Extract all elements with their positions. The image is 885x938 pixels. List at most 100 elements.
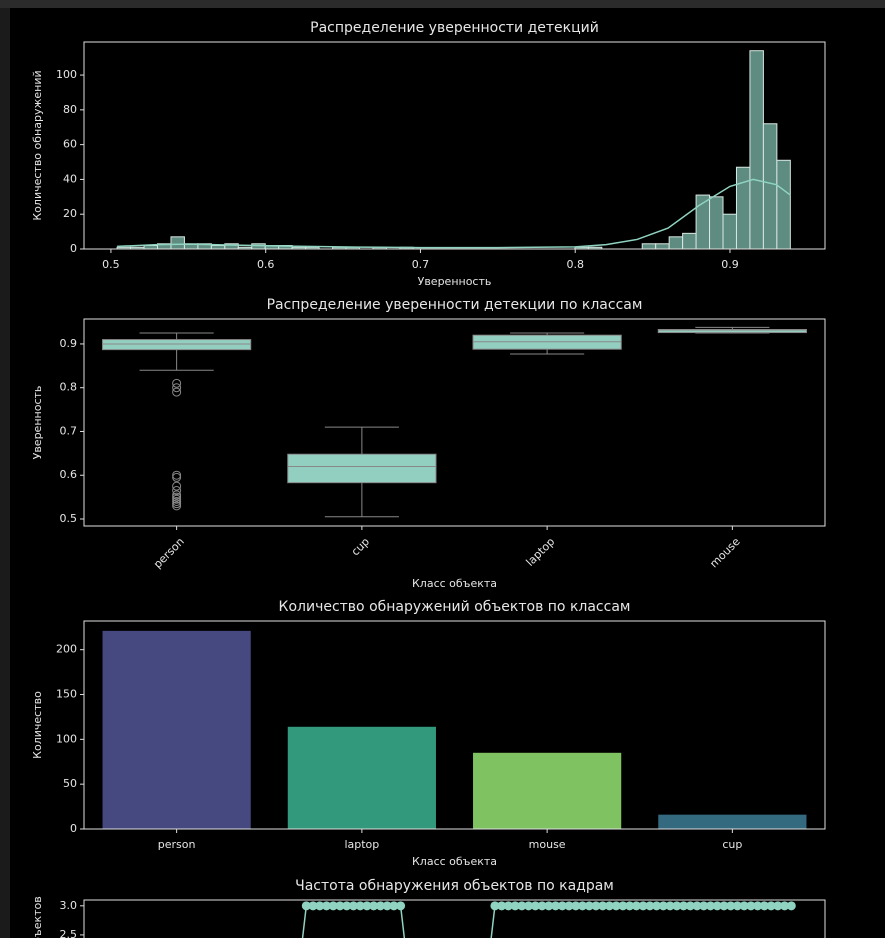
- point: [739, 901, 749, 911]
- point: [322, 901, 332, 911]
- x-tick-label: laptop: [344, 838, 379, 851]
- hist-bar: [709, 196, 724, 250]
- point: [591, 901, 601, 911]
- outlier: [172, 490, 182, 500]
- point: [699, 901, 709, 911]
- bar: [102, 630, 251, 829]
- outlier: [172, 496, 182, 506]
- x-tick-label: mouse: [529, 838, 566, 851]
- kde-line: [117, 178, 791, 249]
- y-tick-label: 20: [63, 207, 77, 220]
- y-tick-label: 150: [56, 688, 77, 701]
- bar: [658, 814, 807, 829]
- point: [362, 901, 372, 911]
- point: [598, 901, 608, 911]
- y-tick-label: 0.8: [60, 381, 78, 394]
- point: [348, 901, 358, 911]
- point: [369, 901, 379, 911]
- series-line: [301, 905, 792, 938]
- y-tick-label: 100: [56, 732, 77, 745]
- plot-frame: [83, 41, 826, 250]
- point: [625, 901, 635, 911]
- y-tick-label: 0.5: [60, 512, 78, 525]
- point: [557, 901, 567, 911]
- x-tick-label: cup: [349, 535, 372, 558]
- outlier: [172, 494, 182, 504]
- point: [645, 901, 655, 911]
- outlier: [172, 499, 182, 509]
- point: [490, 901, 500, 911]
- x-tick-label: 0.9: [721, 258, 739, 271]
- chart-title: Количество обнаружений объектов по класс…: [279, 599, 631, 615]
- y-tick-label: 0.9: [60, 337, 78, 350]
- point: [577, 901, 587, 911]
- point: [396, 901, 406, 911]
- point: [315, 901, 325, 911]
- point: [611, 901, 621, 911]
- x-tick-label: 0.6: [257, 258, 275, 271]
- outlier: [172, 472, 182, 482]
- x-tick-label: person: [151, 535, 187, 571]
- point: [497, 901, 507, 911]
- point: [584, 901, 594, 911]
- point: [726, 901, 736, 911]
- box: [287, 453, 437, 484]
- outlier: [172, 470, 182, 480]
- x-tick-label: 0.5: [102, 258, 120, 271]
- point: [712, 901, 722, 911]
- y-tick-label: 2.5: [60, 928, 78, 938]
- y-axis-label: Уверенность: [31, 386, 44, 460]
- y-axis-label: Количество объектов: [31, 896, 44, 938]
- cell-gutter: [0, 8, 10, 938]
- point: [342, 901, 352, 911]
- point: [389, 901, 399, 911]
- point: [510, 901, 520, 911]
- chart-title: Распределение уверенности детекций: [310, 20, 599, 36]
- hist-bar: [682, 232, 697, 250]
- outlier: [172, 486, 182, 496]
- bar: [473, 752, 622, 829]
- point: [335, 901, 345, 911]
- x-tick-label: 0.8: [566, 258, 584, 271]
- point: [638, 901, 648, 911]
- y-tick-label: 0.6: [60, 468, 78, 481]
- point: [665, 901, 675, 911]
- y-tick-label: 0.7: [60, 424, 78, 437]
- point: [746, 901, 756, 911]
- outlier: [172, 378, 182, 388]
- y-tick-label: 0: [70, 242, 77, 255]
- point: [753, 901, 763, 911]
- y-tick-label: 50: [63, 777, 77, 790]
- point: [672, 901, 682, 911]
- bar: [287, 726, 436, 829]
- plot-frame: [83, 899, 826, 938]
- point: [766, 901, 776, 911]
- point: [308, 901, 318, 911]
- hist-bar: [776, 159, 791, 250]
- point: [719, 901, 729, 911]
- point: [537, 901, 547, 911]
- hist-bar: [762, 123, 778, 250]
- hist-bar: [735, 166, 751, 250]
- x-tick-label: cup: [722, 838, 742, 851]
- point: [551, 901, 561, 911]
- x-axis-label: Класс объекта: [412, 855, 497, 868]
- plot-frame: [83, 620, 826, 830]
- point: [530, 901, 540, 911]
- point: [564, 901, 574, 911]
- y-tick-label: 80: [63, 103, 77, 116]
- point: [571, 901, 581, 911]
- point: [705, 901, 715, 911]
- x-tick-label: laptop: [524, 535, 558, 569]
- y-tick-label: 60: [63, 138, 77, 151]
- point: [692, 901, 702, 911]
- point: [375, 901, 385, 911]
- point: [524, 901, 534, 911]
- x-axis-label: Уверенность: [418, 275, 492, 288]
- point: [382, 901, 392, 911]
- x-tick-label: person: [158, 838, 196, 851]
- point: [685, 901, 695, 911]
- point: [618, 901, 628, 911]
- hist-bar: [749, 50, 764, 250]
